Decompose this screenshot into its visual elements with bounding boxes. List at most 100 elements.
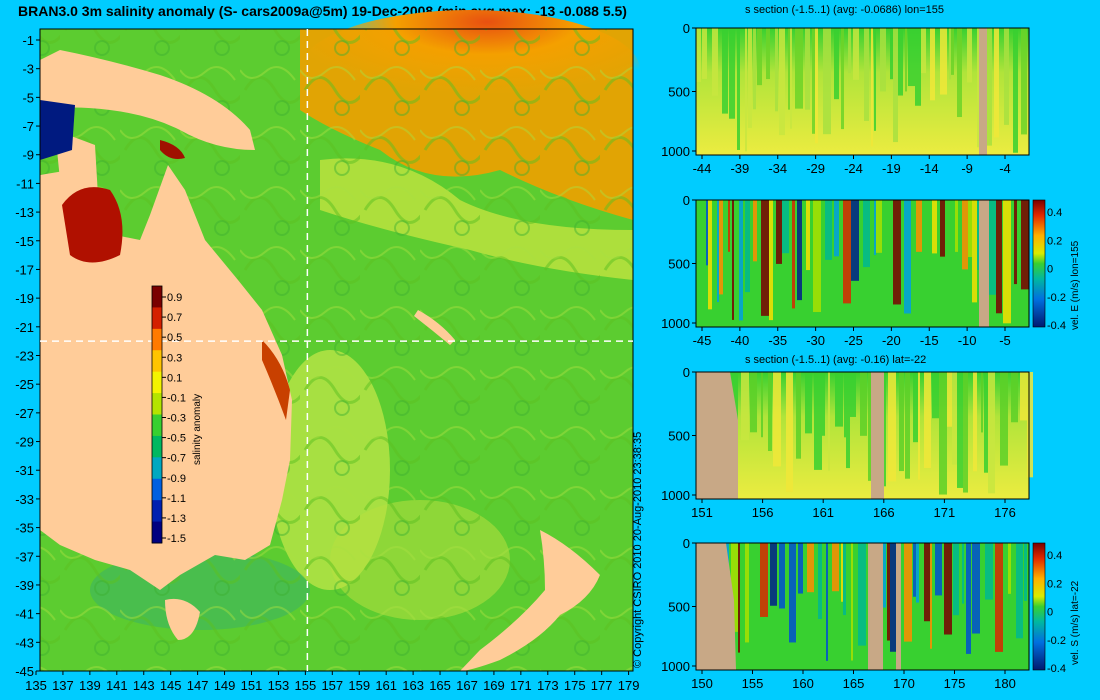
section-column: [905, 372, 910, 479]
section-column: [775, 28, 778, 112]
colorbar-label: salinity anomaly: [192, 394, 203, 465]
x-tick-label: 165: [843, 676, 865, 691]
panel2-colorbar-ticks: 0.4 0.2 0 -0.2 -0.4: [1047, 207, 1066, 332]
lon-tick-label: 153: [268, 678, 290, 693]
section-column: [915, 28, 921, 106]
section-column: [841, 543, 843, 602]
section-column: [984, 372, 988, 473]
panel4-colorbar: [1032, 542, 1046, 671]
section-column: [745, 28, 747, 152]
section-column: [748, 28, 752, 128]
section-column: [881, 543, 886, 608]
colorbar-cell: [152, 393, 162, 415]
colorbar-cell: [152, 478, 162, 501]
section-column: [963, 372, 968, 493]
x-tick-label: -34: [768, 161, 787, 176]
section-column: [732, 200, 734, 320]
panel1-salinity-section-lon155: 0 500 1000-44 -39 -34 -29 -24 -19 -14 -9 -4: [661, 21, 1030, 176]
section-column: [853, 28, 859, 80]
colorbar-tick-label: -0.4: [1047, 663, 1066, 675]
land-new-zealand: [460, 530, 600, 671]
colorbar-tick-label: 0.2: [1047, 235, 1062, 247]
section-column: [957, 372, 963, 488]
section-column: [702, 28, 707, 79]
lat-tick-label: -17: [15, 262, 34, 277]
section-column: [908, 28, 915, 87]
x-tick-label: -29: [806, 161, 825, 176]
section-column: [832, 543, 839, 592]
colorbar-tick-label: -0.5: [167, 433, 186, 445]
x-tick-label: -5: [999, 333, 1011, 348]
section-column: [818, 543, 822, 620]
longitude-axis: 135 137 139 141 143 145 147 149 151 153 155 157 159 1…: [25, 671, 639, 693]
section-column: [874, 28, 876, 131]
section-column: [874, 200, 876, 256]
section-column: [768, 372, 772, 451]
x-tick-label: 150: [691, 676, 713, 691]
map-plot-area: [40, 10, 640, 671]
section-column: [890, 543, 896, 652]
section-column: [860, 372, 867, 436]
lon-tick-label: 145: [160, 678, 182, 693]
lat-tick-label: -33: [15, 492, 34, 507]
lat-tick-label: -25: [15, 377, 34, 392]
section-column: [904, 543, 912, 642]
section-column: [957, 28, 962, 118]
panel3-land-mid: [871, 372, 884, 499]
section-column: [823, 28, 831, 135]
section-column: [924, 372, 931, 469]
depth-tick-label: 1000: [661, 316, 690, 331]
section-column: [1014, 200, 1017, 285]
section-column: [973, 372, 977, 472]
section-column: [835, 372, 843, 427]
section-column: [898, 28, 903, 96]
section-column: [796, 372, 801, 459]
colorbar-cell: [152, 500, 162, 523]
section-column: [864, 28, 869, 121]
colorbar-cell: [152, 307, 162, 330]
lon-tick-label: 179: [618, 678, 640, 693]
x-tick-label: -35: [768, 333, 787, 348]
colorbar-cell: [152, 350, 162, 373]
lon-tick-label: 177: [591, 678, 613, 693]
section-column: [995, 543, 1003, 652]
section-column: [834, 200, 839, 257]
section-column: [805, 372, 812, 434]
x-tick-label: 176: [994, 505, 1016, 520]
section-column: [913, 543, 916, 597]
section-column: [739, 200, 743, 321]
section-column: [955, 200, 958, 252]
lat-tick-label: -37: [15, 549, 34, 564]
colorbar-tick-label: 0: [1047, 607, 1053, 619]
section-column: [972, 543, 980, 634]
section-column: [1024, 543, 1027, 601]
lon-tick-label: 169: [483, 678, 505, 693]
section-column: [884, 200, 892, 275]
section-column: [770, 543, 777, 606]
section-column: [962, 543, 964, 604]
panel4-y-axis: 0 500 1000: [661, 536, 696, 674]
section-column: [788, 28, 790, 110]
x-tick-label: 156: [752, 505, 774, 520]
depth-tick-label: 1000: [661, 488, 690, 503]
section-column: [935, 543, 942, 596]
section-column: [868, 372, 873, 481]
lon-tick-label: 159: [348, 678, 370, 693]
section-column: [745, 543, 749, 643]
lat-tick-label: -21: [15, 320, 34, 335]
colorbar-tick-label: 0.2: [1047, 578, 1062, 590]
section-column: [1004, 28, 1009, 125]
lon-tick-label: 149: [214, 678, 236, 693]
panel4-land-west: [696, 543, 736, 670]
x-tick-label: -40: [730, 333, 749, 348]
section-column: [696, 200, 703, 318]
section-column: [940, 28, 947, 95]
section-column: [745, 200, 750, 293]
land-new-caledonia: [414, 310, 455, 345]
section-column: [949, 28, 951, 80]
section-column: [766, 28, 770, 80]
section-column: [924, 543, 930, 622]
salinity-colorbar: 0.9 0.7 0.5 0.3 0.1 -0.1 -0.3 -0.5 -0.7 -0.9 -1.1 -…: [151, 285, 203, 545]
